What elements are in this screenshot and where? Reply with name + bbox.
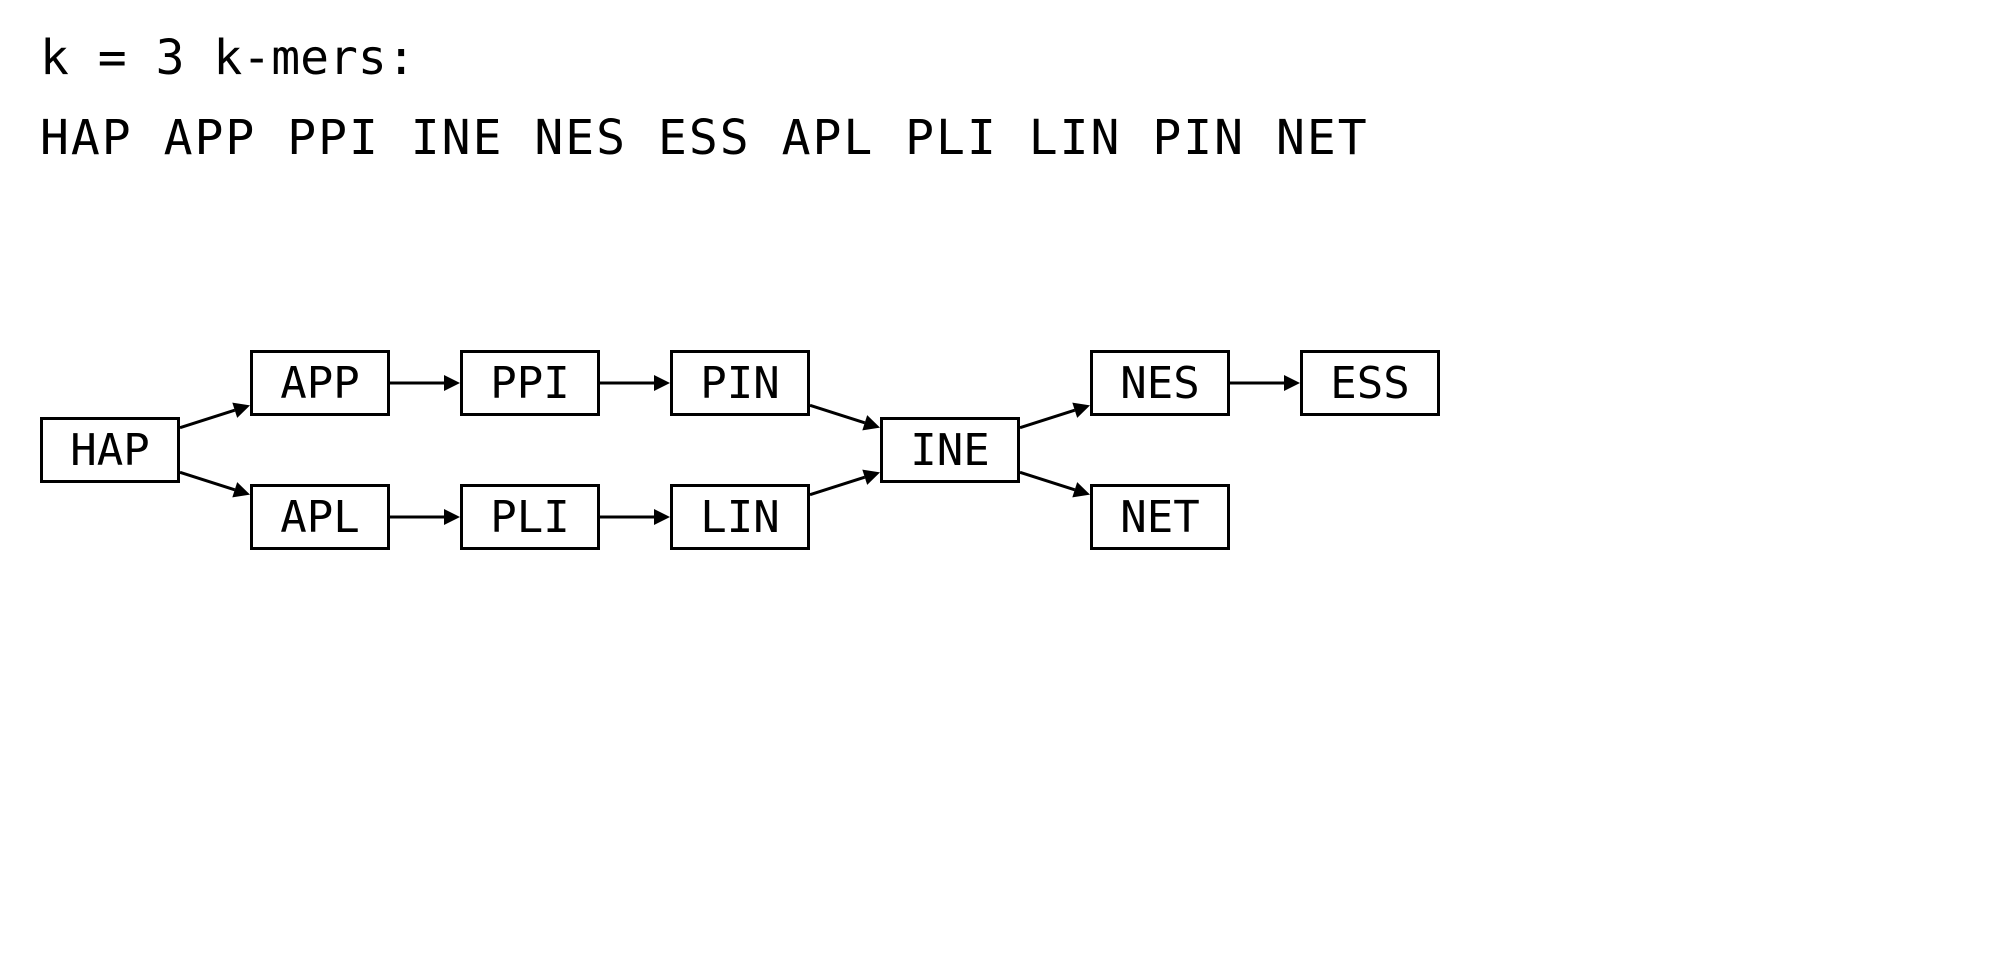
- arrowhead-icon: [232, 482, 250, 497]
- node-label: PPI: [490, 358, 569, 409]
- node-ppi: PPI: [460, 350, 600, 416]
- edge-pin-ine: [810, 405, 865, 422]
- edge-hap-apl: [180, 472, 235, 489]
- node-apl: APL: [250, 484, 390, 550]
- edge-ine-net: [1020, 472, 1075, 489]
- node-lin: LIN: [670, 484, 810, 550]
- node-label: ESS: [1330, 358, 1409, 409]
- node-pin: PIN: [670, 350, 810, 416]
- node-label: PIN: [700, 358, 779, 409]
- node-net: NET: [1090, 484, 1230, 550]
- kmers-list: HAP APP PPI INE NES ESS APL PLI LIN PIN …: [40, 110, 1369, 166]
- node-label: PLI: [490, 492, 569, 543]
- arrowhead-icon: [862, 470, 880, 485]
- arrowhead-icon: [1072, 403, 1090, 418]
- arrowhead-icon: [444, 509, 460, 525]
- node-label: LIN: [700, 492, 779, 543]
- node-ess: ESS: [1300, 350, 1440, 416]
- arrowhead-icon: [654, 509, 670, 525]
- node-label: APL: [280, 492, 359, 543]
- arrowhead-icon: [444, 375, 460, 391]
- arrowhead-icon: [1284, 375, 1300, 391]
- arrowhead-icon: [654, 375, 670, 391]
- node-pli: PLI: [460, 484, 600, 550]
- diagram-canvas: k = 3 k-mers: HAP APP PPI INE NES ESS AP…: [0, 0, 1994, 960]
- diagram-title: k = 3 k-mers:: [40, 30, 416, 86]
- node-label: HAP: [70, 425, 149, 476]
- node-label: NET: [1120, 492, 1199, 543]
- node-label: NES: [1120, 358, 1199, 409]
- node-ine: INE: [880, 417, 1020, 483]
- arrowhead-icon: [862, 415, 880, 430]
- node-label: INE: [910, 425, 989, 476]
- node-label: APP: [280, 358, 359, 409]
- edge-lin-ine: [810, 477, 865, 494]
- node-nes: NES: [1090, 350, 1230, 416]
- edge-hap-app: [180, 410, 235, 427]
- arrowhead-icon: [232, 403, 250, 418]
- edge-ine-nes: [1020, 410, 1075, 427]
- node-app: APP: [250, 350, 390, 416]
- node-hap: HAP: [40, 417, 180, 483]
- arrowhead-icon: [1072, 482, 1090, 497]
